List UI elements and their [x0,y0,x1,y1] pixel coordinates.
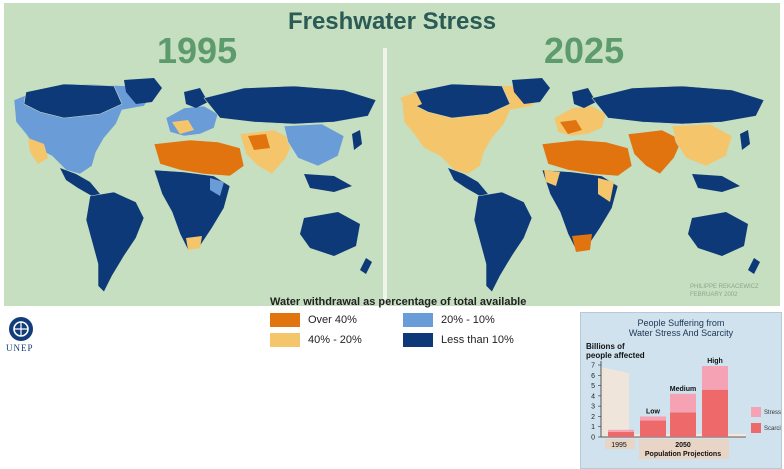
chart-xlabel-2050-box [639,439,729,459]
chart-background-wedge [601,367,629,437]
legend-item-20-10: 20% - 10% [403,313,495,327]
year-2025-label: 2025 [544,30,625,71]
chart-bar-stress [702,366,728,390]
chart-title-line1: People Suffering from [637,318,725,328]
chart-legend-swatch-scarcity [751,423,761,433]
chart-xlabel-1995-box [605,439,635,449]
inset-chart: People Suffering from Water Stress And S… [580,312,782,469]
legend-swatch [403,333,433,347]
legend-swatch [403,313,433,327]
credit-date: FEBRUARY 2002 [690,292,738,298]
chart-title-line2: Water Stress And Scarcity [628,328,734,338]
legend-swatch [270,313,300,327]
year-1995-label: 1995 [157,30,238,71]
chart-y-tick-label: 5 [591,383,595,390]
chart-ylabel-line1: Billions of [586,342,625,351]
legend-item-over-40: Over 40% [270,313,357,327]
map-1995-regions [13,78,377,293]
map-2025-regions [400,78,765,293]
chart-bar-label: Low [646,408,661,415]
chart-xlabel-2050: 2050 [675,442,691,449]
legend-label: 20% - 10% [441,314,495,326]
chart-bar-scarcity [670,412,696,437]
chart-legend-swatch-stress [751,407,761,417]
chart-bar-stress [670,393,696,413]
chart-y-tick-label: 6 [591,373,595,380]
legend-item-under-10: Less than 10% [403,333,514,347]
credit-author: PHILIPPE REKACEWICZ [690,284,759,290]
page-title: Freshwater Stress [287,8,497,35]
legend-label: Less than 10% [441,334,514,346]
world-map-1995 [13,78,377,293]
chart-y-tick-label: 3 [591,404,595,411]
chart-legend-label-scarcity: Scarcity [764,426,781,432]
unep-logo-text: UNEP [6,343,34,353]
chart-bar-stress [640,416,666,421]
chart-y-tick-label: 0 [591,435,595,442]
chart-ylabel-line2: people affected [586,351,645,360]
chart-y-tick-label: 2 [591,414,595,421]
chart-y-tick-label: 4 [591,393,595,400]
chart-y-tick-label: 7 [591,363,595,370]
chart-xlabel-population-projections: Population Projections [645,451,721,458]
chart-bar-scarcity [608,431,634,437]
legend-label: Over 40% [308,314,357,326]
legend-label: 40% - 20% [308,334,362,346]
chart-plot: 0 1 2 3 4 5 6 7 Low Medium High 1995 2050 Population … [591,358,781,459]
chart-bar-label: High [707,358,723,365]
chart-legend-label-stress: Stress [764,410,781,416]
map-divider [383,48,387,306]
chart-bar-label: Medium [670,386,696,393]
legend-swatch [270,333,300,347]
chart-bar-scarcity [640,420,666,437]
chart-y-tick-label: 1 [591,424,595,431]
chart-bar-scarcity [702,389,728,437]
map-credit: PHILIPPE REKACEWICZ FEBRUARY 2002 [690,283,759,299]
legend-item-40-20: 40% - 20% [270,333,362,347]
world-map-2025 [400,78,765,293]
chart-xlabel-1995: 1995 [611,442,627,449]
chart-bar-stress [608,429,634,432]
legend-title: Water withdrawal as percentage of total … [270,296,527,308]
unep-logo-icon [9,317,33,341]
